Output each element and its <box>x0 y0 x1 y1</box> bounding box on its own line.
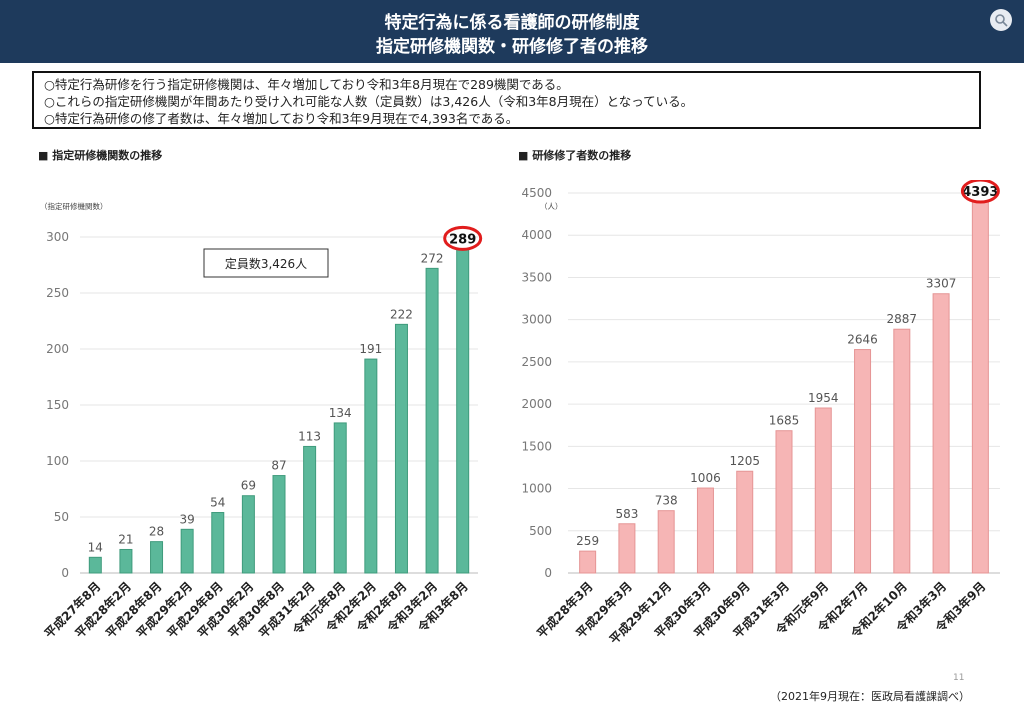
data-label: 113 <box>298 429 321 443</box>
y-tick-label: 500 <box>529 524 552 538</box>
slide-header: 特定行為に係る看護師の研修制度 指定研修機関数・研修修了者の推移 <box>0 0 1024 63</box>
page-subtitle: 指定研修機関数・研修修了者の推移 <box>376 37 648 57</box>
y-tick-label: 100 <box>46 454 69 468</box>
y-tick-label: 2000 <box>521 397 552 411</box>
annotation-box <box>203 248 329 278</box>
summary-box: ○特定行為研修を行う指定研修機関は、年々増加しており令和3年8月現在で289機関… <box>32 71 981 129</box>
y-tick-label: 50 <box>54 510 69 524</box>
annotation-text: 定員数3,426人 <box>225 256 307 271</box>
y-tick-label: 3000 <box>521 313 552 327</box>
page-number: 11 <box>953 673 965 683</box>
data-label: 134 <box>329 406 352 420</box>
bar <box>736 470 754 574</box>
bar <box>333 422 347 574</box>
data-label: 289 <box>449 232 476 247</box>
data-label: 87 <box>271 459 286 473</box>
y-tick-label: 4000 <box>521 228 552 242</box>
y-tick-label: 250 <box>46 286 69 300</box>
bar <box>814 407 832 574</box>
data-label: 4393 <box>962 185 998 200</box>
data-label: 259 <box>576 534 599 548</box>
data-label: 2646 <box>847 333 878 347</box>
bar <box>180 528 194 574</box>
bar <box>303 445 317 574</box>
bar <box>971 201 989 574</box>
bar <box>854 349 872 574</box>
chart1-section-title: ■ 指定研修機関数の推移 <box>38 149 163 162</box>
data-label: 54 <box>210 496 225 510</box>
page-title: 特定行為に係る看護師の研修制度 <box>384 13 640 33</box>
bar <box>425 267 439 574</box>
bar <box>364 358 378 574</box>
bar <box>88 556 102 574</box>
data-label: 191 <box>359 342 382 356</box>
graduates-bar-chart: （人） 0 500 1000 1500 2000 2500 3000 3500 4000 4500 2… <box>521 180 1000 647</box>
bar <box>456 248 470 574</box>
y-tick-label: 1500 <box>521 439 552 453</box>
bar <box>394 323 408 574</box>
summary-line: ○特定行為研修を行う指定研修機関は、年々増加しており令和3年8月現在で289機関… <box>44 77 569 92</box>
data-label: 21 <box>118 532 133 546</box>
data-label: 1205 <box>729 454 760 468</box>
summary-line: ○これらの指定研修機関が年間あたり受け入れ可能な人数（定員数）は3,426人（令… <box>44 94 694 109</box>
y-tick-label: 300 <box>46 230 69 244</box>
data-label: 738 <box>655 494 678 508</box>
data-label: 583 <box>615 507 638 521</box>
y-tick-label: 0 <box>61 566 69 580</box>
bar <box>657 510 675 574</box>
data-label: 69 <box>241 479 256 493</box>
bar <box>150 541 164 574</box>
source-note: （2021年9月現在：医政局看護課調べ） <box>770 690 970 703</box>
y-tick-label: 4500 <box>521 186 552 200</box>
bar <box>696 487 714 574</box>
highlight-circle <box>960 180 1000 204</box>
summary-line: ○特定行為研修の修了者数は、年々増加しており令和3年9月現在で4,393名である… <box>44 111 519 126</box>
highlight-circle <box>443 225 483 251</box>
chart2-section-title: ■ 研修修了者数の推移 <box>518 149 632 162</box>
y-tick-label: 2500 <box>521 355 552 369</box>
y-tick-label: 150 <box>46 398 69 412</box>
data-label: 272 <box>421 251 444 265</box>
data-label: 1006 <box>690 471 721 485</box>
data-label: 39 <box>180 512 195 526</box>
data-label: 28 <box>149 525 164 539</box>
data-label: 222 <box>390 307 413 321</box>
institutions-bar-chart: （指定研修機関数）05010015020025030014平成27年8月21平成… <box>40 201 483 641</box>
bar <box>932 293 950 574</box>
y-tick-label: 200 <box>46 342 69 356</box>
y-unit-label: （指定研修機関数） <box>40 201 108 211</box>
y-tick-label: 0 <box>544 566 552 580</box>
data-label: 14 <box>88 540 103 554</box>
bar <box>775 430 793 574</box>
bar <box>211 512 225 574</box>
data-label: 1685 <box>769 414 800 428</box>
y-unit-label: （人） <box>540 202 563 211</box>
bar <box>272 475 286 574</box>
data-label: 2887 <box>887 312 918 326</box>
y-tick-label: 1000 <box>521 482 552 496</box>
data-label: 3307 <box>926 277 957 291</box>
bar <box>119 548 133 574</box>
y-tick-label: 3500 <box>521 270 552 284</box>
bar <box>579 550 597 574</box>
bar <box>241 495 255 574</box>
data-label: 1954 <box>808 391 839 405</box>
bar <box>618 523 636 574</box>
lens-icon[interactable] <box>990 9 1012 31</box>
bar <box>893 328 911 574</box>
